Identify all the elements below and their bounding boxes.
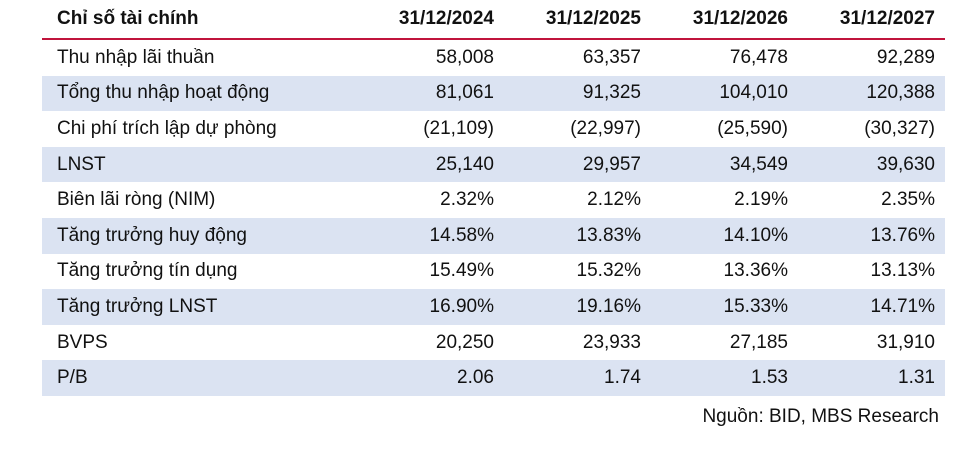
cell-value: 1.74 <box>504 360 651 396</box>
table-row: Tăng trưởng huy động 14.58% 13.83% 14.10% 13… <box>42 217 945 254</box>
row-label: BVPS <box>57 331 108 353</box>
row-label: Tăng trưởng tín dụng <box>57 260 238 282</box>
cell-value: 13.36% <box>723 260 788 282</box>
column-header: Chỉ số tài chính <box>42 0 357 40</box>
cell-value: 15.49% <box>429 260 494 282</box>
financial-table: Chỉ số tài chính 31/12/2024 31/12/2025 31/1… <box>42 0 945 396</box>
table-row: Tổng thu nhập hoạt động 81,061 91,325 104,0… <box>42 75 945 112</box>
cell-value: 58,008 <box>435 46 494 68</box>
row-label: LNST <box>42 146 357 183</box>
cell-value: 14.10% <box>651 217 798 254</box>
column-header: 31/12/2027 <box>798 0 945 40</box>
cell-value: 13.76% <box>798 217 945 254</box>
cell-value: 29,957 <box>504 146 651 183</box>
cell-value: 23,933 <box>582 331 641 353</box>
cell-value: 2.12% <box>587 189 641 211</box>
table-row: BVPS 20,250 23,933 27,185 31,910 <box>42 325 945 361</box>
cell-value: 104,010 <box>651 75 798 112</box>
cell-value: (21,109) <box>423 117 494 139</box>
table-row: Tăng trưởng LNST 16.90% 19.16% 15.33% 14.71% <box>42 289 945 325</box>
table-header: Chỉ số tài chính 31/12/2024 31/12/2025 31/1… <box>42 0 945 40</box>
cell-value: 19.16% <box>504 289 651 325</box>
table-row: Biên lãi ròng (NIM) 2.32% 2.12% 2.19% 2.35% <box>42 182 945 218</box>
cell-value: 92,289 <box>876 46 935 68</box>
row-label: Biên lãi ròng (NIM) <box>57 189 216 211</box>
table-row: Chi phí trích lập dự phòng (21,109) (22,99… <box>42 111 945 147</box>
row-label: Tổng thu nhập hoạt động <box>42 75 357 112</box>
row-label: Chi phí trích lập dự phòng <box>57 117 277 139</box>
cell-value: 16.90% <box>357 289 504 325</box>
column-header: 31/12/2024 <box>357 0 504 40</box>
cell-value: 39,630 <box>798 146 945 183</box>
cell-value: 76,478 <box>729 46 788 68</box>
table-row: LNST 25,140 29,957 34,549 39,630 <box>42 146 945 183</box>
cell-value: (22,997) <box>570 117 641 139</box>
cell-value: (30,327) <box>864 117 935 139</box>
table-row: P/B 2.06 1.74 1.53 1.31 <box>42 360 945 396</box>
cell-value: 2.19% <box>734 189 788 211</box>
table-row: Thu nhập lãi thuần 58,008 63,357 76,478 92,2… <box>42 39 945 76</box>
cell-value: 20,250 <box>435 331 494 353</box>
cell-value: 15.32% <box>576 260 641 282</box>
cell-value: 63,357 <box>582 46 641 68</box>
cell-value: 25,140 <box>357 146 504 183</box>
cell-value: 120,388 <box>798 75 945 112</box>
row-label: Tăng trưởng LNST <box>42 289 357 325</box>
cell-value: 27,185 <box>729 331 788 353</box>
row-label: Thu nhập lãi thuần <box>57 46 215 68</box>
row-label: Tăng trưởng huy động <box>42 217 357 254</box>
cell-value: 81,061 <box>357 75 504 112</box>
cell-value: 1.53 <box>651 360 798 396</box>
cell-value: 91,325 <box>504 75 651 112</box>
cell-value: 2.35% <box>881 189 935 211</box>
row-label: P/B <box>42 360 357 396</box>
cell-value: 34,549 <box>651 146 798 183</box>
table-body: Thu nhập lãi thuần 58,008 63,357 76,478 92,2… <box>42 39 945 396</box>
header-row: Chỉ số tài chính 31/12/2024 31/12/2025 31/1… <box>42 0 945 40</box>
cell-value: 14.71% <box>798 289 945 325</box>
cell-value: 2.06 <box>357 360 504 396</box>
cell-value: 31,910 <box>876 331 935 353</box>
cell-value: 2.32% <box>440 189 494 211</box>
cell-value: 13.83% <box>504 217 651 254</box>
table-row: Tăng trưởng tín dụng 15.49% 15.32% 13.36% 13… <box>42 254 945 290</box>
cell-value: 15.33% <box>651 289 798 325</box>
cell-value: 13.13% <box>870 260 935 282</box>
cell-value: 1.31 <box>798 360 945 396</box>
cell-value: (25,590) <box>717 117 788 139</box>
column-header: 31/12/2026 <box>651 0 798 40</box>
column-header: 31/12/2025 <box>504 0 651 40</box>
source-note: Nguồn: BID, MBS Research <box>702 406 939 427</box>
cell-value: 14.58% <box>357 217 504 254</box>
